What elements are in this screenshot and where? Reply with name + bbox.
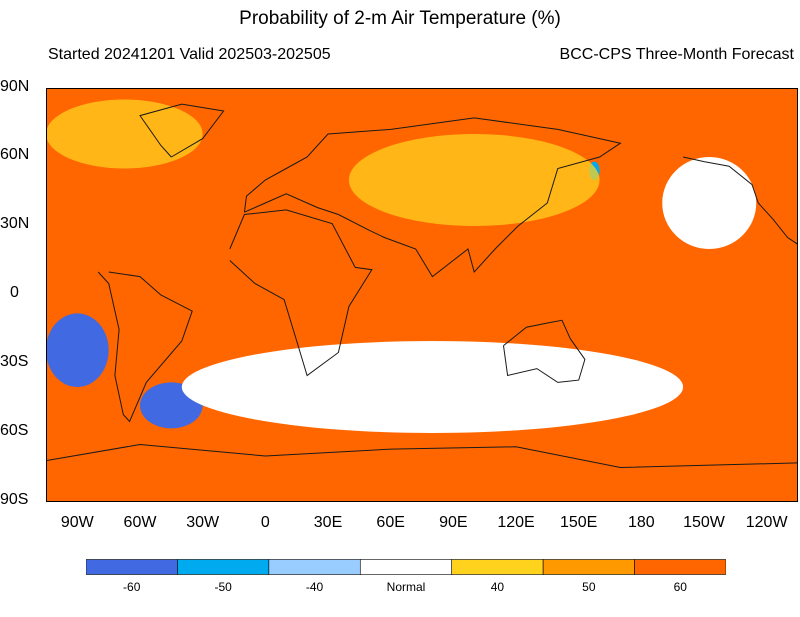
lon-tick-label: 150E — [559, 514, 598, 531]
region--60 — [46, 313, 109, 387]
coastline — [46, 443, 798, 469]
forecast-map — [46, 88, 798, 502]
colorbar-swatch — [86, 559, 178, 575]
lon-tick-label: 60E — [376, 514, 405, 531]
colorbar-label: -60 — [123, 580, 141, 594]
coastline — [243, 117, 622, 278]
colorbar-label: -50 — [214, 580, 232, 594]
lon-tick-label: 120E — [497, 514, 535, 531]
colorbar-swatch — [451, 559, 544, 575]
region-normal — [181, 341, 684, 433]
colorbar-swatch — [634, 559, 726, 575]
lat-tick-label: 60S — [0, 422, 29, 439]
lat-tick-label: 30S — [0, 353, 29, 370]
lat-tick-label: 90S — [0, 491, 29, 508]
coastline — [229, 209, 373, 377]
lat-tick-label: 90N — [0, 78, 30, 95]
lon-tick-label: 60W — [123, 514, 157, 531]
lon-tick-label: 120W — [745, 514, 788, 531]
colorbar-swatch — [359, 559, 453, 575]
colorbar — [86, 559, 726, 575]
probability-field — [46, 88, 798, 502]
lon-tick-label: 30E — [313, 514, 343, 531]
lon-tick-label: 0 — [260, 514, 270, 531]
region-40 — [348, 134, 600, 226]
forecast-source: BCC-CPS Three-Month Forecast — [559, 46, 794, 63]
lon-tick-label: 90W — [60, 514, 94, 531]
colorbar-label: 50 — [582, 580, 596, 594]
region-normal — [662, 157, 757, 249]
lat-tick-label: 30N — [0, 215, 30, 232]
coastline — [682, 156, 798, 245]
region-40 — [46, 99, 203, 169]
lon-tick-label: 150W — [683, 514, 725, 531]
lon-tick-label: 90E — [439, 514, 468, 531]
map-frame — [46, 88, 798, 502]
colorbar-swatch — [177, 559, 270, 575]
forecast-dates: Started 20241201 Valid 202503-202505 — [48, 46, 331, 63]
lat-tick-label: 0 — [10, 284, 19, 301]
lon-tick-label: 180 — [627, 514, 655, 531]
colorbar-label: -40 — [305, 580, 324, 594]
coastlines — [46, 103, 798, 469]
lon-tick-label: 30W — [186, 514, 220, 531]
coastline — [139, 103, 225, 158]
coastline — [503, 319, 586, 383]
coastline — [97, 271, 193, 423]
colorbar-swatch — [542, 559, 635, 575]
colorbar-label: 60 — [673, 580, 687, 594]
colorbar-label: Normal — [386, 580, 426, 594]
chart-title: Probability of 2-m Air Temperature (%) — [239, 8, 561, 29]
colorbar-swatch — [268, 559, 361, 575]
lat-tick-label: 60N — [0, 146, 30, 163]
colorbar-label: 40 — [490, 580, 505, 594]
